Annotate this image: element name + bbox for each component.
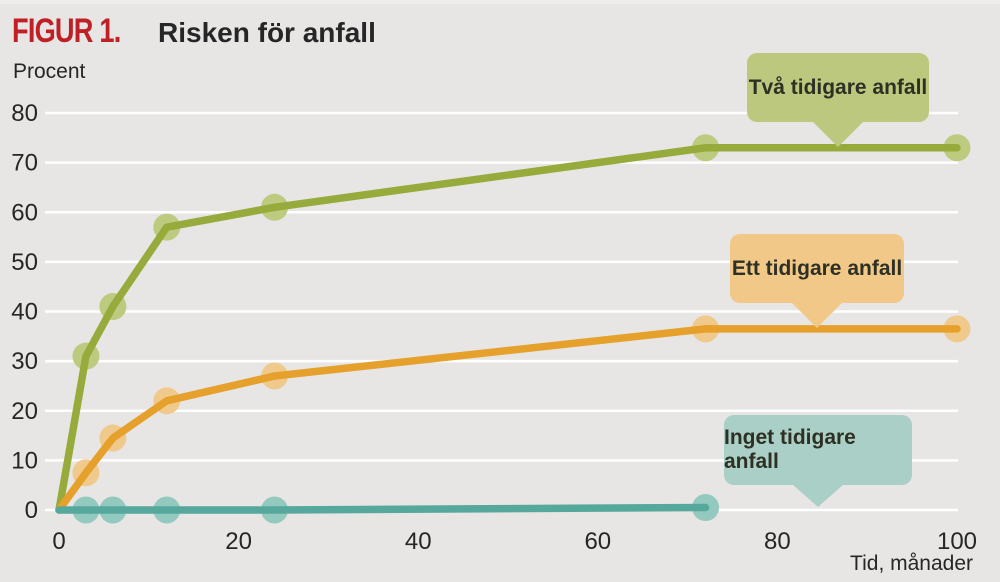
callout-pointer-icon: [792, 484, 844, 507]
callout-pointer-icon: [791, 302, 843, 328]
x-tick-label: 60: [584, 528, 611, 555]
y-tick-label: 30: [11, 348, 38, 375]
y-tick-label: 60: [11, 199, 38, 226]
figure-header: FIGUR 1. Risken för anfall: [12, 12, 376, 51]
x-tick-label: 0: [52, 528, 65, 555]
y-tick-label: 20: [11, 398, 38, 425]
legend-label: Inget tidigare anfall: [724, 426, 856, 473]
x-tick-label: 20: [225, 528, 252, 555]
x-tick-label: 100: [937, 528, 977, 555]
callout-pointer-icon: [812, 121, 864, 147]
legend-callout-one-previous-seizure: Ett tidigare anfall: [730, 234, 904, 328]
y-tick-label: 0: [25, 497, 38, 524]
y-tick-label: 10: [11, 447, 38, 474]
series-line: [55, 325, 961, 514]
y-tick-label: 40: [11, 299, 38, 326]
legend-label: Två tidigare anfall: [748, 75, 928, 99]
top-edge-highlight: [0, 0, 1000, 4]
x-axis-title: Tid, månader: [850, 552, 973, 575]
series-line: [55, 143, 961, 514]
y-tick-label: 80: [11, 100, 38, 127]
y-axis-title: Procent: [13, 60, 86, 83]
x-tick-label: 40: [405, 528, 432, 555]
figure-number-label: FIGUR 1.: [12, 12, 121, 50]
legend-label: Ett tidigare anfall: [731, 256, 903, 280]
y-tick-label: 70: [11, 150, 38, 177]
x-tick-label: 80: [764, 528, 791, 555]
y-tick-label: 50: [11, 249, 38, 276]
series-line: [55, 503, 710, 514]
legend-callout-no-previous-seizure: Inget tidigare anfall: [724, 415, 912, 507]
page-title: Risken för anfall: [158, 17, 376, 48]
legend-callout-two-previous-seizures: Två tidigare anfall: [747, 53, 929, 147]
